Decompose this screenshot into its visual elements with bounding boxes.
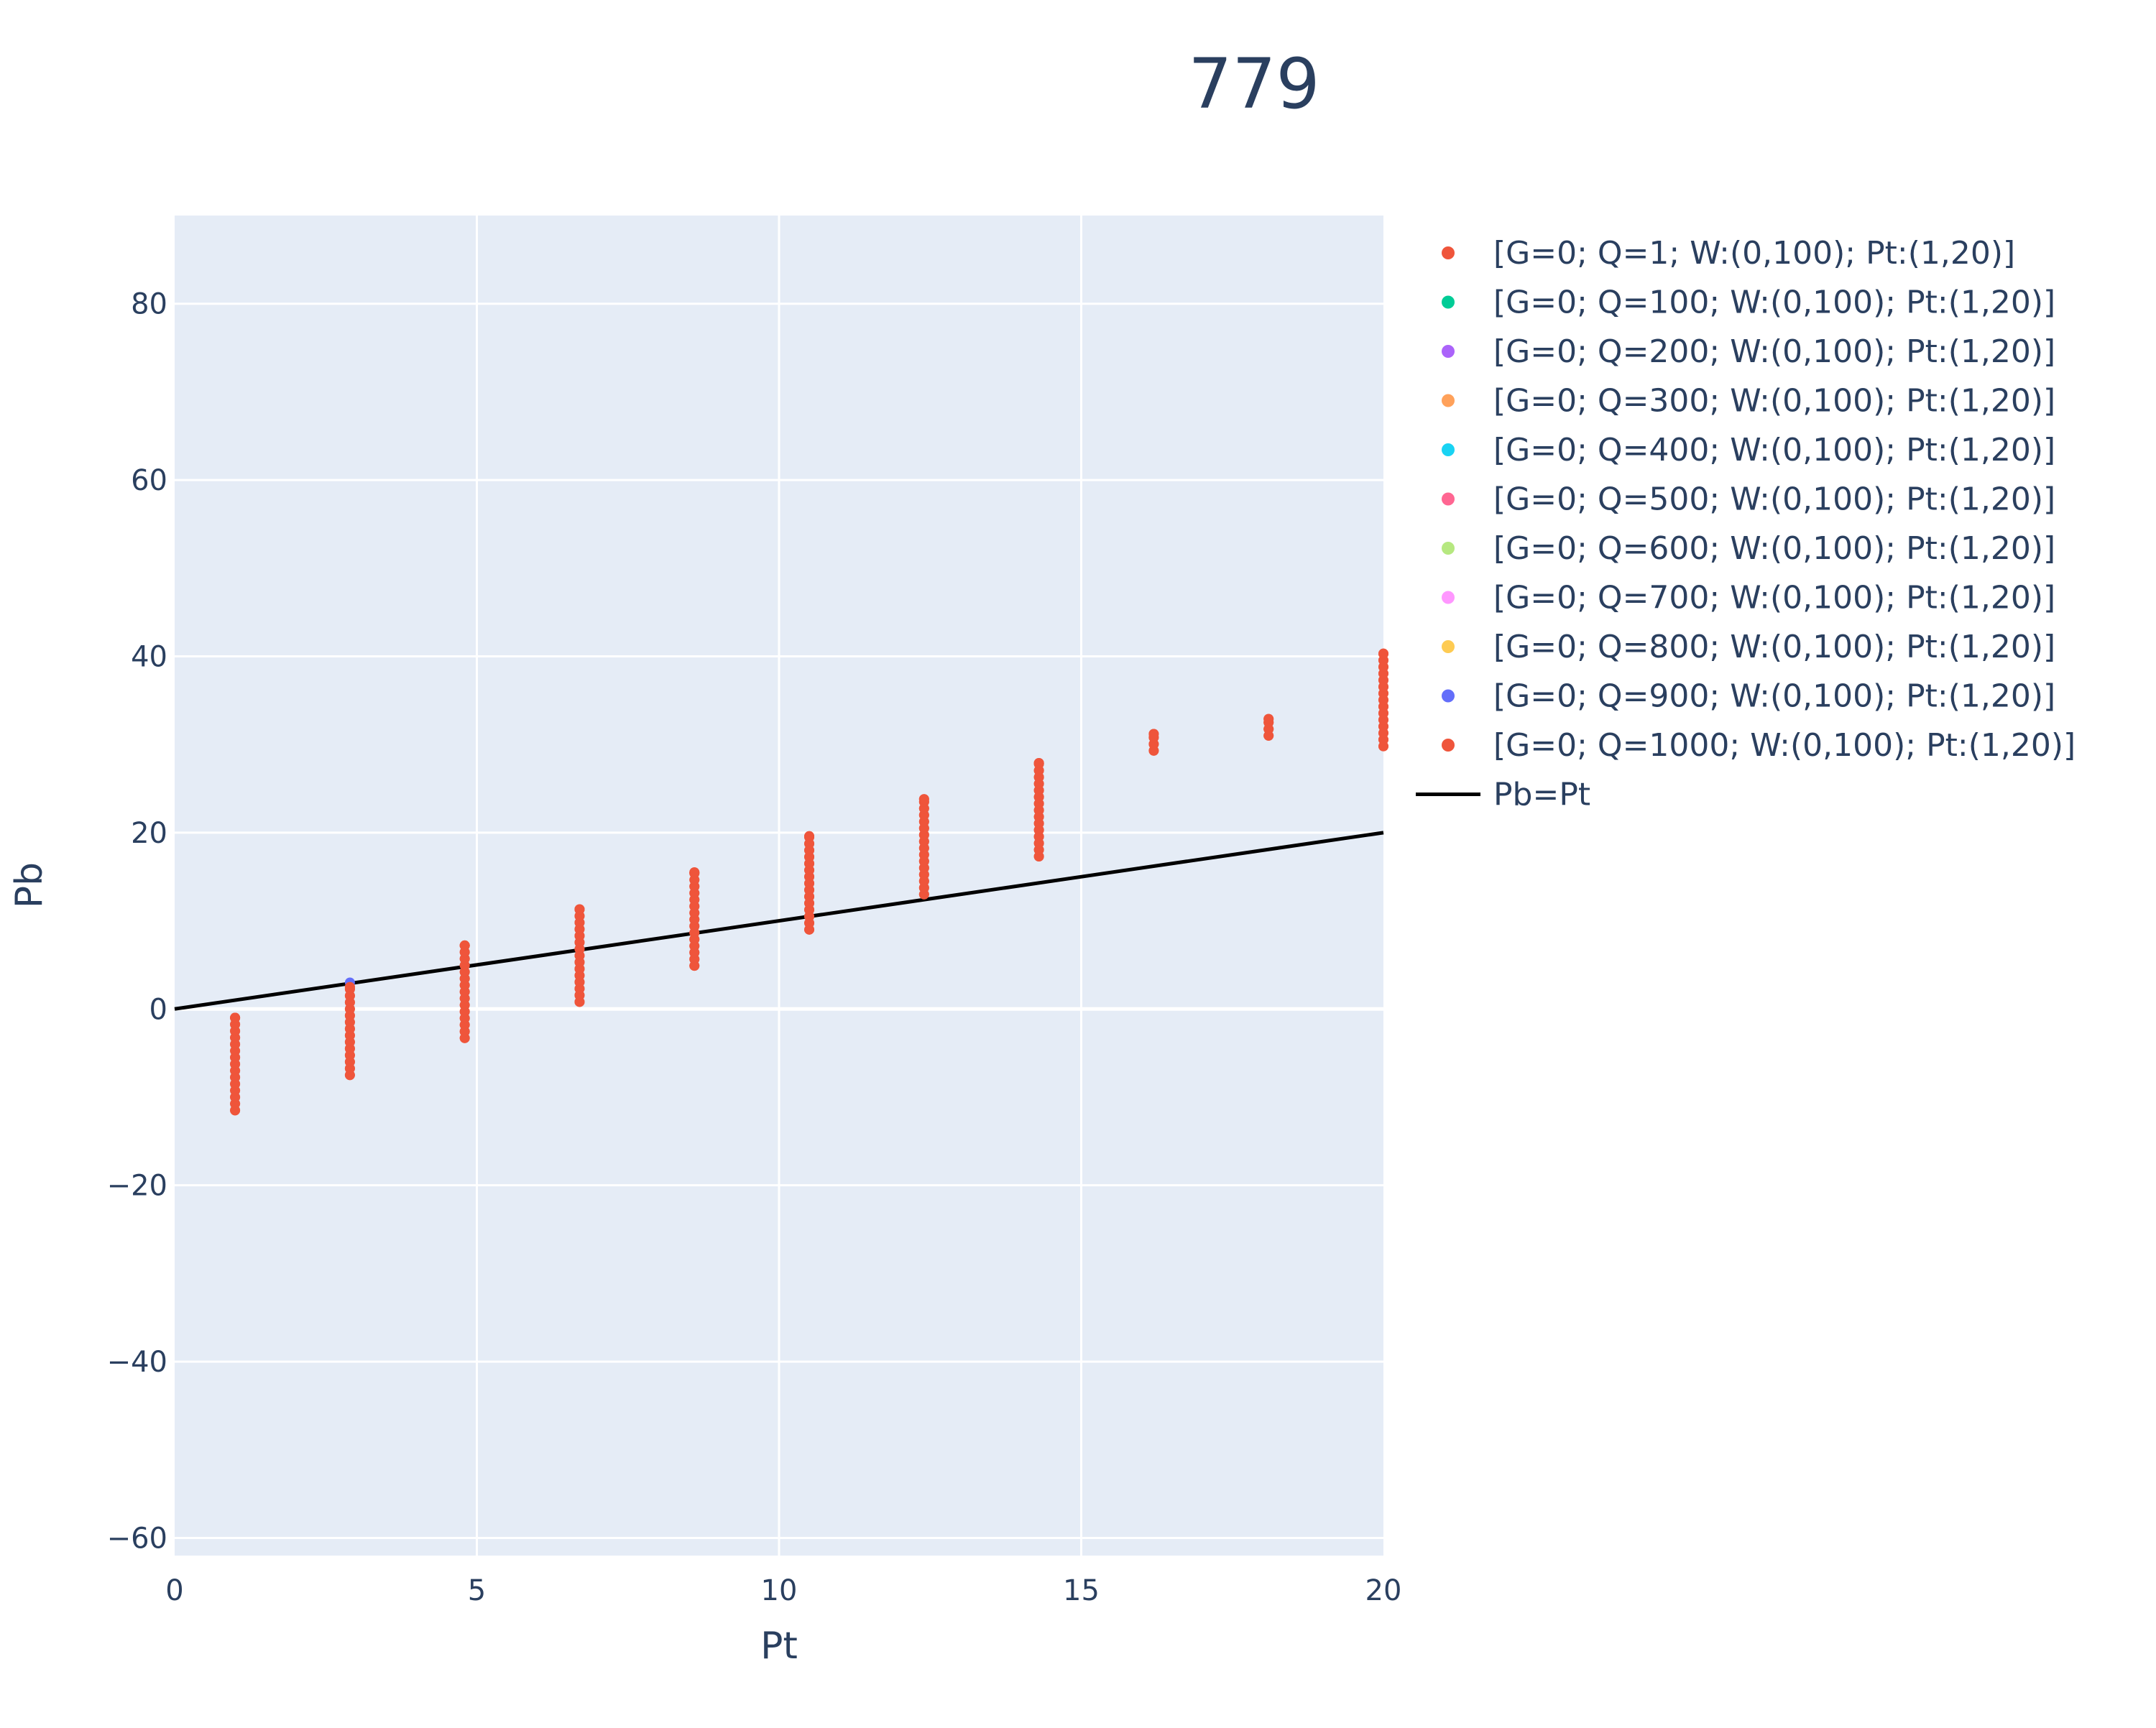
legend-entry-label: [G=0; Q=200; W:(0,100); Pt:(1,20)] <box>1493 333 2055 370</box>
y-tick-label: 20 <box>131 817 167 850</box>
legend-entry-label: [G=0; Q=700; W:(0,100); Pt:(1,20)] <box>1493 580 2055 616</box>
legend-marker-swatch <box>1442 246 1455 259</box>
data-point <box>459 940 470 951</box>
legend-entry-label: [G=0; Q=600; W:(0,100); Pt:(1,20)] <box>1493 530 2055 567</box>
x-tick-label: 5 <box>468 1574 486 1607</box>
legend-entry-label: [G=0; Q=900; W:(0,100); Pt:(1,20)] <box>1493 678 2055 715</box>
legend-entry-label: [G=0; Q=300; W:(0,100); Pt:(1,20)] <box>1493 383 2055 420</box>
y-axis-ticks: −60 −40 −20 0 20 40 60 80 <box>107 288 167 1556</box>
legend-marker-swatch <box>1442 492 1455 506</box>
legend-entry-label: [G=0; Q=500; W:(0,100); Pt:(1,20)] <box>1493 481 2055 518</box>
legend-marker-swatch <box>1442 591 1455 604</box>
legend-entry-label: Pb=Pt <box>1493 777 1590 813</box>
y-tick-label: −20 <box>107 1170 167 1203</box>
y-tick-label: −40 <box>107 1346 167 1379</box>
reference-line-pb-pt <box>174 831 1384 1011</box>
legend-marker-swatch <box>1442 295 1455 309</box>
y-tick-label: 80 <box>131 288 167 321</box>
x-axis-ticks: 0 5 10 15 20 <box>165 1574 1401 1607</box>
y-axis-title: Pb <box>8 862 51 908</box>
data-points <box>230 648 1388 1116</box>
legend[interactable]: [G=0; Q=1; W:(0,100); Pt:(1,20)] [G=0; Q=… <box>1416 235 2076 813</box>
chart-title: 779 <box>1188 44 1319 124</box>
legend-entry-label: [G=0; Q=100; W:(0,100); Pt:(1,20)] <box>1493 285 2055 321</box>
grid-lines <box>175 216 1383 1556</box>
x-tick-label: 20 <box>1365 1574 1402 1607</box>
x-tick-label: 15 <box>1063 1574 1100 1607</box>
x-tick-label: 10 <box>761 1574 798 1607</box>
legend-marker-swatch <box>1442 739 1455 752</box>
legend-marker-swatch <box>1442 542 1455 555</box>
data-point <box>1378 648 1388 659</box>
legend-entry-label: [G=0; Q=1000; W:(0,100); Pt:(1,20)] <box>1493 727 2076 764</box>
data-point <box>1033 757 1044 768</box>
legend-marker-swatch <box>1442 640 1455 653</box>
legend-entry-label: [G=0; Q=800; W:(0,100); Pt:(1,20)] <box>1493 629 2055 665</box>
data-point <box>1148 729 1159 739</box>
data-point <box>689 867 700 878</box>
x-axis-title: Pt <box>760 1625 798 1668</box>
reference-line-layer <box>174 831 1384 1011</box>
legend-entry-label: [G=0; Q=400; W:(0,100); Pt:(1,20)] <box>1493 432 2055 468</box>
data-point <box>918 794 929 805</box>
legend-entry-label: [G=0; Q=1; W:(0,100); Pt:(1,20)] <box>1493 235 2015 272</box>
data-point <box>804 831 815 841</box>
data-point <box>574 904 585 915</box>
data-point <box>344 981 355 992</box>
y-tick-label: −60 <box>107 1522 167 1555</box>
legend-marker-swatch <box>1442 394 1455 407</box>
x-tick-label: 0 <box>165 1574 183 1607</box>
legend-marker-swatch <box>1442 345 1455 358</box>
y-tick-label: 60 <box>131 464 167 497</box>
legend-marker-swatch <box>1442 443 1455 456</box>
data-point <box>1263 713 1274 724</box>
legend-marker-swatch <box>1442 689 1455 703</box>
data-point <box>230 1012 241 1023</box>
y-tick-label: 0 <box>149 993 167 1026</box>
y-tick-label: 40 <box>131 640 167 673</box>
